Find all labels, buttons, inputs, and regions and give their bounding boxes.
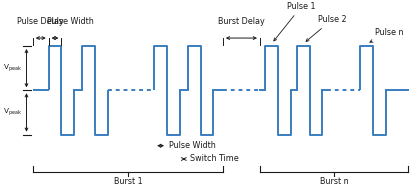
Text: V$_{\mathrm{peak}}$: V$_{\mathrm{peak}}$ — [3, 107, 22, 118]
Text: Burst n: Burst n — [320, 177, 348, 186]
Text: Burst 1: Burst 1 — [114, 177, 142, 186]
Text: Pulse Width: Pulse Width — [168, 141, 215, 150]
Text: Switch Time: Switch Time — [190, 154, 238, 163]
Text: V$_{\mathrm{peak}}$: V$_{\mathrm{peak}}$ — [3, 62, 22, 74]
Text: Pulse Delay: Pulse Delay — [18, 17, 64, 26]
Text: Pulse 1: Pulse 1 — [274, 2, 316, 41]
Text: Pulse Width: Pulse Width — [47, 17, 94, 26]
Text: Pulse n: Pulse n — [370, 28, 403, 42]
Text: Pulse 2: Pulse 2 — [306, 15, 347, 41]
Text: Burst Delay: Burst Delay — [218, 17, 265, 26]
